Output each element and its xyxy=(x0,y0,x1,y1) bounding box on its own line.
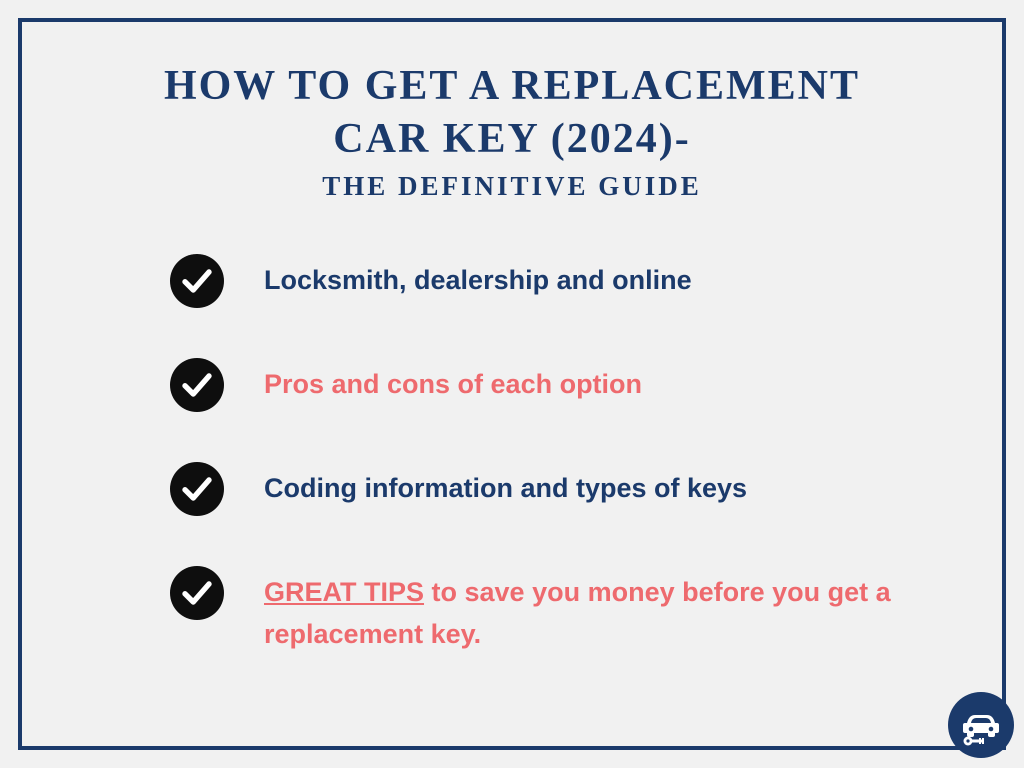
title-block: HOW TO GET A REPLACEMENT CAR KEY (2024)-… xyxy=(82,60,942,202)
title-line-1: HOW TO GET A REPLACEMENT xyxy=(164,63,860,109)
check-icon xyxy=(170,358,224,412)
check-icon xyxy=(170,254,224,308)
bullet-segment: Coding information and types of keys xyxy=(264,473,747,503)
bullet-list: Locksmith, dealership and online Pros and… xyxy=(82,252,942,656)
title-line-2: CAR KEY (2024)- xyxy=(333,116,690,162)
car-key-icon xyxy=(957,701,1005,749)
check-icon xyxy=(170,566,224,620)
subtitle: THE DEFINITIVE GUIDE xyxy=(82,171,942,202)
bullet-segment: Pros and cons of each option xyxy=(264,369,642,399)
content-frame: HOW TO GET A REPLACEMENT CAR KEY (2024)-… xyxy=(18,18,1006,750)
bullet-text: GREAT TIPS to save you money before you … xyxy=(264,564,922,656)
check-icon xyxy=(170,462,224,516)
bullet-row: Locksmith, dealership and online xyxy=(170,252,922,308)
bullet-segment: GREAT TIPS xyxy=(264,577,424,607)
bullet-row: Coding information and types of keys xyxy=(170,460,922,516)
bullet-text: Locksmith, dealership and online xyxy=(264,252,692,302)
bullet-text: Pros and cons of each option xyxy=(264,356,642,406)
bullet-text: Coding information and types of keys xyxy=(264,460,747,510)
bullet-segment: Locksmith, dealership and online xyxy=(264,265,692,295)
main-title: HOW TO GET A REPLACEMENT CAR KEY (2024)- xyxy=(82,60,942,165)
bullet-row: Pros and cons of each option xyxy=(170,356,922,412)
bullet-row: GREAT TIPS to save you money before you … xyxy=(170,564,922,656)
brand-logo-badge xyxy=(948,692,1014,758)
